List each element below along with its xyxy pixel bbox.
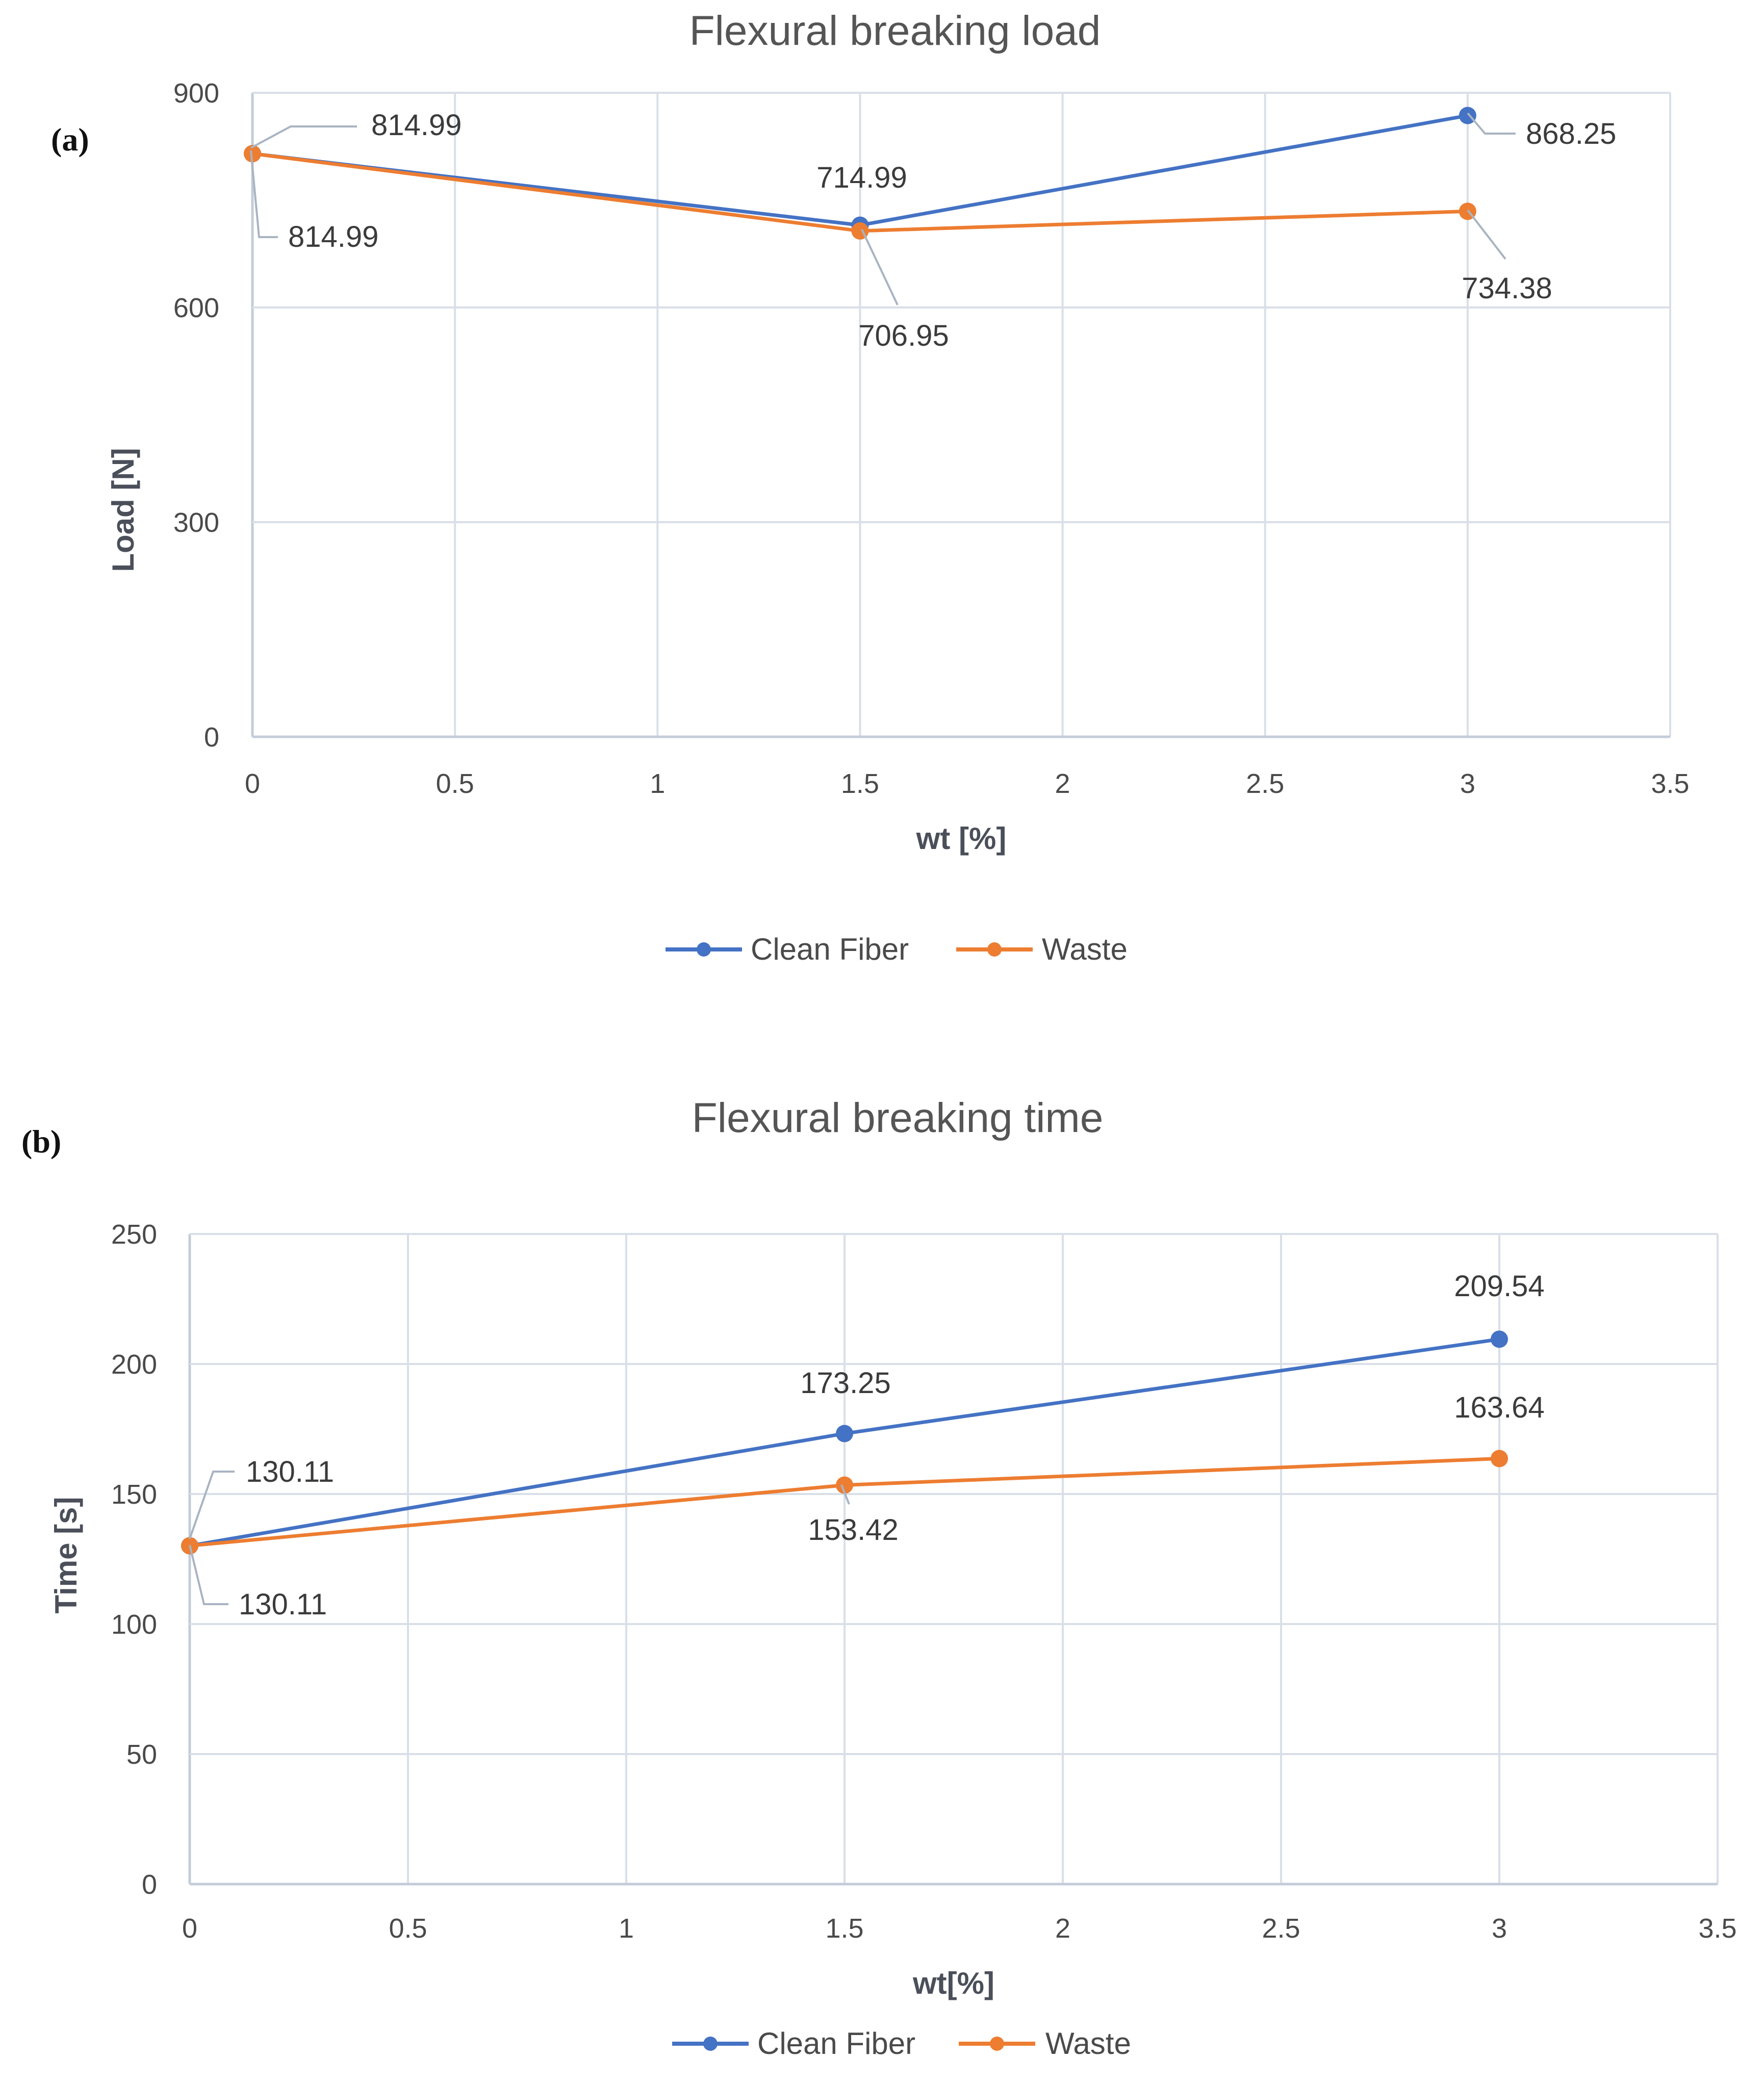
- y-tick-label: 100: [111, 1609, 157, 1640]
- chart-a-series: [244, 107, 1476, 240]
- x-tick-label: 1: [619, 1913, 634, 1944]
- chart-b-y-tick-labels: 0 50 100 150 200 250: [111, 1219, 157, 1900]
- x-tick-label: 0: [182, 1913, 197, 1944]
- legend-marker-waste: [987, 942, 1002, 957]
- leader-line: [250, 150, 278, 238]
- data-point-waste: [244, 145, 261, 163]
- data-point-clean-fiber: [836, 1425, 853, 1443]
- data-label-waste-0: 814.99: [288, 220, 378, 253]
- legend-marker-clean-fiber: [703, 2037, 718, 2051]
- chart-a-x-tick-labels: 0 0.5 1 1.5 2 2.5 3 3.5: [245, 768, 1690, 799]
- chart-a-y-axis-label: Load [N]: [106, 448, 140, 572]
- data-point-clean-fiber: [1491, 1330, 1508, 1348]
- chart-b-y-axis-label: Time [s]: [49, 1497, 83, 1614]
- chart-b-panel-label: (b): [21, 1123, 61, 1160]
- leader-line: [189, 1545, 228, 1605]
- y-tick-label: 200: [111, 1349, 157, 1380]
- x-tick-label: 0: [245, 768, 260, 799]
- x-tick-label: 2.5: [1262, 1913, 1300, 1944]
- y-tick-label: 0: [204, 722, 219, 753]
- legend-label-clean-fiber: Clean Fiber: [751, 932, 909, 966]
- leader-line: [1467, 209, 1506, 260]
- data-label-clean-fiber-0: 130.11: [246, 1455, 334, 1488]
- data-label-waste-1: 153.42: [808, 1513, 898, 1547]
- y-tick-label: 250: [111, 1219, 157, 1250]
- x-tick-label: 1.5: [825, 1913, 863, 1944]
- chart-a-y-tick-labels: 0 300 600 900: [173, 78, 219, 753]
- leader-line: [189, 1471, 235, 1539]
- x-tick-label: 0.5: [389, 1913, 427, 1944]
- chart-b-x-tick-labels: 0 0.5 1 1.5 2 2.5 3 3.5: [182, 1913, 1737, 1944]
- y-tick-label: 150: [111, 1479, 157, 1510]
- chart-a-y-gridlines: [252, 92, 1670, 738]
- leader-line: [1467, 112, 1516, 135]
- chart-b-y-gridlines: [190, 1233, 1718, 1886]
- data-label-clean-fiber-1: 173.25: [800, 1367, 890, 1400]
- x-tick-label: 2: [1055, 768, 1070, 799]
- chart-b-title: Flexural breaking time: [692, 1095, 1104, 1141]
- legend-marker-waste: [990, 2037, 1004, 2051]
- chart-a-title: Flexural breaking load: [689, 8, 1101, 54]
- legend-label-waste: Waste: [1045, 2026, 1131, 2061]
- leader-line: [840, 1484, 850, 1505]
- x-tick-label: 3.5: [1651, 768, 1689, 799]
- data-label-clean-fiber-2: 868.25: [1526, 117, 1616, 150]
- chart-a-legend: Clean Fiber Waste: [666, 932, 1128, 966]
- chart-a-x-gridlines: [251, 93, 1671, 737]
- x-tick-label: 1.5: [841, 768, 879, 799]
- data-label-clean-fiber-0: 814.99: [371, 109, 462, 142]
- x-tick-label: 1: [650, 768, 665, 799]
- leader-line: [861, 229, 899, 305]
- legend-label-waste: Waste: [1042, 932, 1128, 966]
- data-point-waste: [836, 1476, 853, 1494]
- data-label-waste-2: 163.64: [1454, 1391, 1544, 1424]
- y-tick-label: 900: [173, 78, 219, 109]
- x-tick-label: 3: [1460, 768, 1475, 799]
- legend-marker-clean-fiber: [697, 942, 711, 957]
- data-label-waste-2: 734.38: [1462, 272, 1552, 305]
- data-label-clean-fiber-1: 714.99: [816, 161, 907, 194]
- legend-label-clean-fiber: Clean Fiber: [757, 2026, 915, 2061]
- chart-b-x-axis-label: wt[%]: [912, 1966, 994, 2000]
- y-tick-label: 0: [142, 1869, 157, 1900]
- y-tick-label: 300: [173, 507, 219, 538]
- data-point-clean-fiber: [1459, 107, 1476, 124]
- x-tick-label: 3: [1492, 1913, 1507, 1944]
- y-tick-label: 50: [126, 1739, 157, 1770]
- chart-a-data-labels: 814.99 814.99 714.99 706.95 868.25 734.3…: [250, 109, 1616, 352]
- x-tick-label: 2: [1055, 1913, 1070, 1944]
- data-label-waste-1: 706.95: [858, 319, 949, 352]
- chart-a: Flexural breaking load (a) wt [%] Load […: [51, 8, 1690, 966]
- chart-a-panel-label: (a): [51, 121, 89, 158]
- chart-a-x-axis-label: wt [%]: [916, 821, 1007, 856]
- data-label-clean-fiber-2: 209.54: [1454, 1270, 1544, 1303]
- x-tick-label: 3.5: [1698, 1913, 1736, 1944]
- data-point-waste: [1491, 1450, 1508, 1468]
- chart-b-legend: Clean Fiber Waste: [672, 2026, 1131, 2061]
- x-tick-label: 0.5: [436, 768, 474, 799]
- chart-b: Flexural breaking time (b) wt[%] Time [s…: [21, 1095, 1737, 2061]
- x-tick-label: 2.5: [1246, 768, 1284, 799]
- data-label-waste-0: 130.11: [239, 1588, 327, 1621]
- chart-b-data-labels: 130.11 130.11 173.25 153.42 209.54 163.6…: [189, 1270, 1545, 1621]
- leader-line: [250, 125, 357, 149]
- y-tick-label: 600: [173, 293, 219, 323]
- chart-b-x-gridlines: [188, 1234, 1719, 1884]
